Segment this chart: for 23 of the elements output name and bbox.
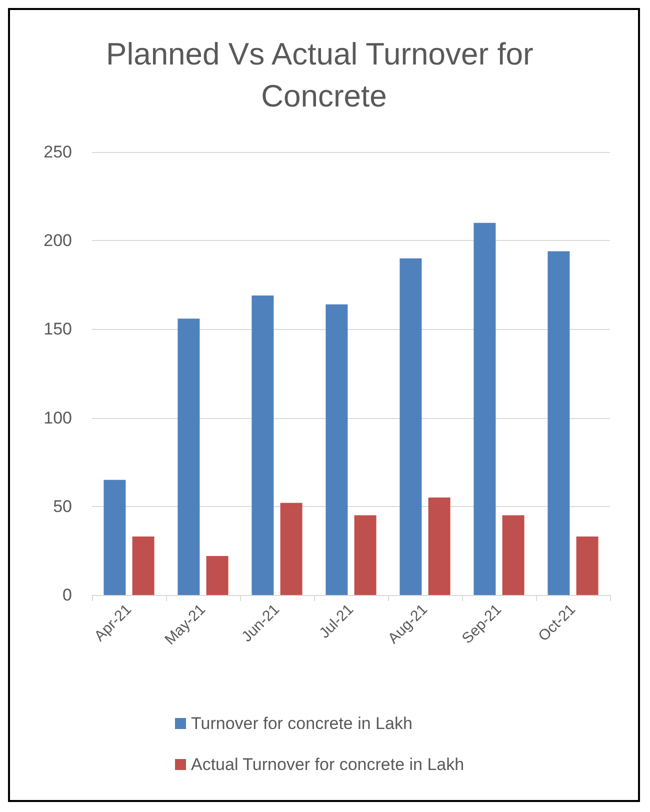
bar [280,502,302,595]
bar [400,258,422,595]
bar [178,318,200,595]
legend-label: Turnover for concrete in Lakh [191,714,412,733]
bar [474,222,496,595]
y-tick-label: 100 [44,408,72,428]
bar [576,536,598,595]
bar [502,515,524,595]
y-tick-label: 200 [44,231,72,250]
bar [132,536,154,595]
y-tick-label: 250 [44,142,72,162]
bar [252,296,274,595]
y-tick-label: 50 [53,496,72,516]
bar [428,498,450,595]
chart-title: Planned Vs Actual Turnover for Concrete [106,36,542,114]
bar [354,515,376,595]
legend-label: Actual Turnover for concrete in Lakh [191,755,464,774]
bar [326,304,348,595]
bar [104,480,126,595]
bar [548,251,570,595]
y-tick-label: 150 [44,320,72,339]
y-tick-label: 0 [62,586,72,604]
bar [206,556,228,595]
